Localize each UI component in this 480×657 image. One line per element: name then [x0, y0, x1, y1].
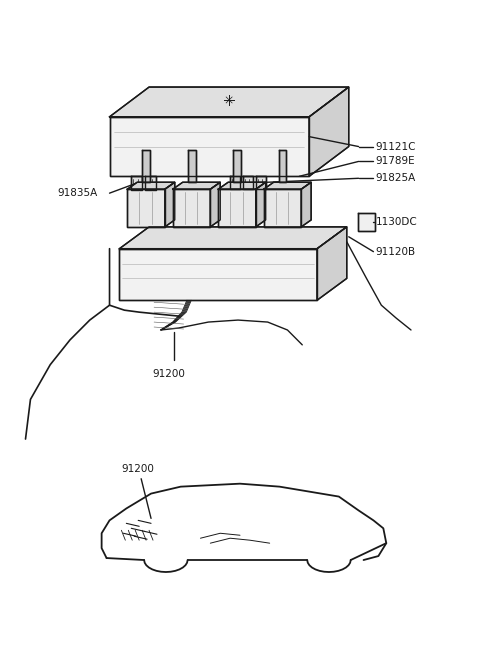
Polygon shape — [131, 176, 142, 190]
Polygon shape — [120, 227, 347, 249]
Polygon shape — [358, 213, 375, 231]
Text: 91789E: 91789E — [375, 156, 415, 166]
Polygon shape — [142, 150, 150, 182]
Polygon shape — [256, 176, 266, 189]
Polygon shape — [173, 189, 210, 227]
Polygon shape — [165, 182, 175, 227]
Polygon shape — [256, 182, 266, 227]
Polygon shape — [317, 227, 347, 300]
Polygon shape — [127, 189, 165, 227]
Polygon shape — [230, 176, 240, 189]
Polygon shape — [109, 87, 349, 117]
Text: 91835A: 91835A — [57, 188, 97, 198]
Text: 91825A: 91825A — [375, 173, 416, 183]
Polygon shape — [264, 189, 301, 227]
Polygon shape — [218, 189, 256, 227]
Polygon shape — [301, 182, 311, 227]
Polygon shape — [243, 176, 253, 189]
Polygon shape — [188, 150, 195, 182]
Polygon shape — [309, 87, 349, 176]
Polygon shape — [109, 117, 309, 176]
Polygon shape — [264, 182, 311, 189]
Text: 91200: 91200 — [152, 369, 185, 378]
Text: 91200: 91200 — [121, 464, 154, 474]
Text: 91121C: 91121C — [375, 141, 416, 152]
Polygon shape — [218, 182, 266, 189]
Polygon shape — [127, 182, 175, 189]
Polygon shape — [173, 182, 220, 189]
Polygon shape — [278, 150, 287, 182]
Polygon shape — [210, 182, 220, 227]
Text: 1130DC: 1130DC — [375, 217, 417, 227]
Polygon shape — [120, 249, 317, 300]
Text: 91120B: 91120B — [375, 246, 416, 257]
Polygon shape — [233, 150, 241, 182]
Circle shape — [364, 220, 369, 224]
Polygon shape — [145, 176, 156, 190]
